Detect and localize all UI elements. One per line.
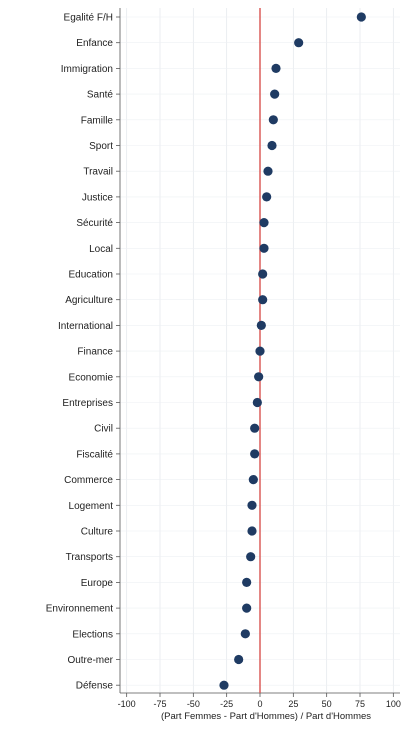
data-point [252,397,262,408]
x-axis-title: (Part Femmes - Part d'Hommes) / Part d'H… [161,711,371,722]
category-label: Agriculture [65,295,113,306]
data-point [250,449,260,459]
x-tick-label: 0 [257,699,262,709]
category-label: Immigration [61,64,113,75]
data-point [246,552,256,562]
x-tick-label: 25 [288,699,298,709]
x-tick-label: 75 [355,699,365,709]
x-tick-label: -50 [187,699,200,709]
category-label: Justice [82,192,114,203]
data-point [250,423,260,433]
data-point [258,269,268,279]
category-label: Elections [72,629,113,640]
category-label: Commerce [64,475,113,486]
data-point [294,38,304,48]
category-labels: Egalité F/H Enfance Immigration Santé Famill… [46,13,120,692]
category-label: Civil [94,424,113,435]
data-point [254,372,264,382]
category-label: International [58,321,113,332]
category-label: Travail [83,167,113,178]
category-label: Entreprises [62,398,113,409]
data-point [259,243,269,253]
category-label: Education [69,270,113,281]
x-tick-label: 50 [322,699,332,709]
data-point [267,140,277,151]
data-point [258,295,268,305]
category-label: Santé [87,90,114,101]
data-point [234,654,244,665]
category-label: Outre-mer [67,655,113,666]
category-label: Logement [69,501,114,512]
category-label: Sécurité [76,218,113,229]
category-label: Economie [69,372,114,383]
category-label: Finance [77,347,113,358]
category-label: Europe [81,578,114,589]
data-point [262,192,272,202]
category-label: Environnement [46,604,113,615]
data-point [247,500,257,510]
data-point [263,166,273,176]
category-label: Enfance [76,38,113,49]
category-label: Egalité F/H [64,13,113,24]
category-label: Sport [89,141,113,152]
category-label: Famille [81,115,114,126]
category-label: Transports [66,552,113,563]
data-point [270,89,280,99]
data-point [219,680,229,690]
category-label: Culture [81,527,114,538]
x-tick-label: -75 [153,699,166,709]
data-points [219,8,366,693]
category-label: Local [89,244,113,255]
data-point [271,63,281,73]
data-point [247,526,257,536]
data-point [255,346,265,356]
data-point [256,320,266,330]
x-tick-label: -100 [118,699,136,709]
data-point [259,218,269,228]
x-tick-label: 100 [386,699,401,709]
data-point [268,115,278,125]
x-tick-label: -25 [220,699,233,709]
category-label: Fiscalité [76,449,113,460]
data-point [248,475,258,485]
category-label: Défense [76,681,114,692]
data-point [242,577,252,588]
data-point [242,603,252,613]
data-point [240,629,250,639]
data-point [356,12,366,22]
